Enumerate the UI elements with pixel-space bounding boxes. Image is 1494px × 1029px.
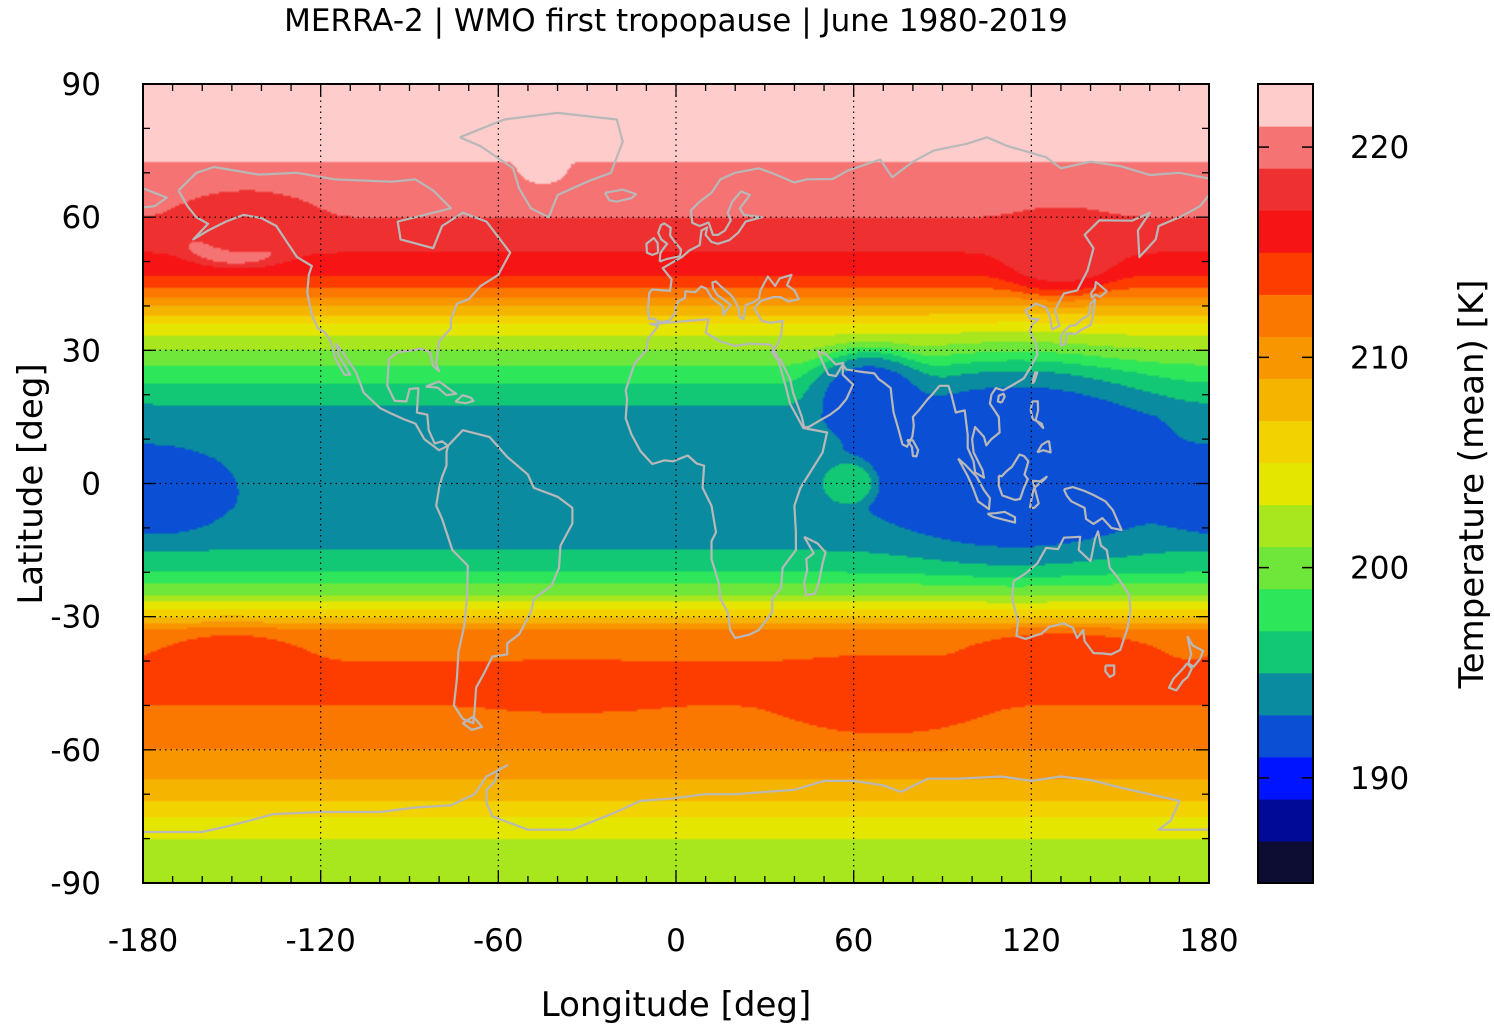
colorbar-tick-label: 200 — [1350, 551, 1409, 587]
y-axis-ticks: 90 60 30 0 -30 -60 -90 — [50, 67, 101, 902]
coastline — [648, 194, 1209, 479]
coastline — [1062, 486, 1123, 532]
x-tick-label: -180 — [108, 923, 178, 959]
coastline — [143, 187, 168, 209]
y-tick-label: 30 — [62, 333, 101, 369]
colorbar-segment — [1258, 84, 1313, 127]
coastline — [1104, 664, 1116, 679]
coastlines — [143, 111, 1209, 834]
coastline — [1011, 530, 1132, 656]
coastline — [997, 453, 1030, 501]
x-tick-label: 0 — [666, 923, 686, 959]
coastline — [461, 715, 484, 731]
coastline — [624, 318, 829, 640]
y-axis-label: Latitude [deg] — [11, 363, 51, 604]
colorbar-segment — [1258, 252, 1313, 295]
colorbar-segment — [1258, 672, 1313, 716]
colorbar-label: Temperature (mean) [K] — [1452, 280, 1492, 690]
y-tick-label: -30 — [50, 600, 101, 636]
x-tick-label: 180 — [1179, 923, 1238, 959]
colorbar-segment — [1258, 588, 1313, 632]
colorbar-segment — [1258, 420, 1313, 464]
coastline — [1059, 298, 1097, 347]
x-tick-label: 120 — [1002, 923, 1061, 959]
colorbar-segment — [1258, 504, 1313, 548]
y-tick-label: -60 — [50, 733, 101, 769]
coastline — [177, 165, 512, 452]
colorbar-tick-label: 220 — [1350, 130, 1409, 166]
coastline — [1028, 475, 1048, 509]
colorbar-tick-label: 210 — [1350, 340, 1409, 376]
y-tick-label: 90 — [62, 67, 101, 103]
colorbar-segment — [1258, 168, 1313, 211]
grid-lines — [143, 84, 1209, 883]
colorbar-segment — [1258, 378, 1313, 422]
coastline — [645, 236, 660, 256]
colorbar-segment — [1258, 798, 1313, 842]
coastline — [1036, 440, 1052, 454]
coastline — [459, 111, 624, 219]
y-tick-label: 0 — [81, 467, 101, 503]
plot-frame — [142, 83, 1210, 884]
coastline — [986, 510, 1017, 524]
x-tick-label: 60 — [834, 923, 873, 959]
plot-area — [142, 83, 1210, 884]
coastline — [1031, 371, 1039, 385]
colorbar-segment — [1258, 840, 1313, 884]
coastline — [803, 535, 827, 597]
coastline — [1029, 400, 1045, 430]
colorbar-segment — [1258, 462, 1313, 506]
x-axis-ticks: -180 -120 -60 0 60 120 180 — [108, 923, 1239, 959]
colorbar-frame — [1257, 83, 1314, 884]
coastline — [1090, 280, 1108, 300]
coastline — [1186, 635, 1205, 668]
y-tick-label: 60 — [62, 200, 101, 236]
colorbar-segment — [1258, 294, 1313, 337]
coastline — [435, 429, 574, 725]
colorbar-segment — [1258, 630, 1313, 674]
coastline — [1167, 662, 1193, 692]
coastline — [957, 457, 991, 511]
coastline — [425, 380, 458, 397]
x-tick-label: -60 — [473, 923, 524, 959]
colorbar-tick-label: 190 — [1350, 761, 1409, 797]
colorbar-segment — [1258, 714, 1313, 758]
coastline — [603, 188, 638, 203]
y-tick-label: -90 — [50, 866, 101, 902]
colorbar — [1258, 84, 1313, 884]
coastline — [657, 222, 683, 263]
colorbar-ticks: 190 200 210 220 — [1258, 130, 1409, 797]
coastline — [996, 392, 1006, 404]
coastline — [143, 764, 1209, 834]
x-axis-label: Longitude [deg] — [541, 985, 812, 1025]
x-tick-label: -120 — [285, 923, 355, 959]
coastline — [646, 136, 1209, 320]
coastline — [906, 438, 920, 458]
colorbar-segment — [1258, 210, 1313, 253]
chart-title: MERRA-2 | WMO first tropopause | June 19… — [284, 3, 1068, 39]
coastline — [454, 394, 475, 405]
